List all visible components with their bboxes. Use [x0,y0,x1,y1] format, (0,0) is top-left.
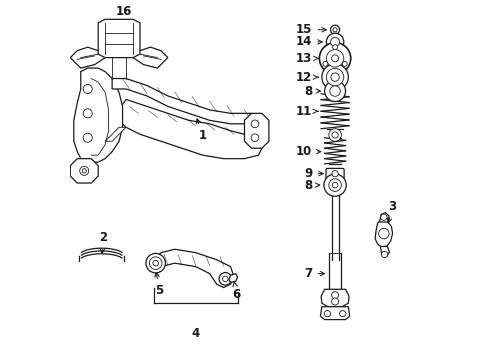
Text: 2: 2 [99,231,107,253]
Circle shape [330,73,339,81]
Circle shape [328,179,341,192]
Circle shape [153,260,158,266]
Circle shape [324,81,345,102]
Circle shape [83,85,92,94]
Polygon shape [105,127,126,141]
Polygon shape [320,307,349,320]
Polygon shape [374,220,392,247]
Text: 14: 14 [295,35,322,49]
Text: 6: 6 [232,282,241,301]
Text: 7: 7 [304,267,324,280]
Text: 16: 16 [116,5,132,28]
Circle shape [251,120,258,128]
Circle shape [329,86,340,96]
Text: 12: 12 [296,71,318,84]
Circle shape [323,174,346,196]
Circle shape [378,228,388,239]
Circle shape [328,129,341,141]
Text: 15: 15 [295,23,325,36]
Circle shape [332,45,337,50]
Circle shape [251,134,258,141]
Polygon shape [380,247,388,256]
Circle shape [83,109,92,118]
Circle shape [325,50,343,67]
Polygon shape [112,78,258,124]
Polygon shape [244,113,268,148]
Circle shape [380,214,386,220]
Circle shape [325,68,343,86]
Circle shape [222,276,228,282]
Circle shape [145,253,165,273]
Polygon shape [133,47,167,68]
Text: 8: 8 [304,85,320,98]
Polygon shape [321,289,348,307]
Circle shape [331,55,338,62]
Circle shape [325,33,343,51]
Polygon shape [70,159,98,183]
Circle shape [342,62,346,66]
FancyBboxPatch shape [325,168,344,180]
Text: 8: 8 [304,179,319,192]
Circle shape [322,62,327,66]
Circle shape [80,166,89,175]
Circle shape [330,25,339,34]
Circle shape [381,251,387,258]
Polygon shape [70,47,105,68]
Circle shape [319,42,350,74]
Text: 1: 1 [196,119,206,142]
Circle shape [149,257,162,269]
Circle shape [339,311,345,317]
Circle shape [331,298,338,305]
Circle shape [331,292,338,299]
Circle shape [332,28,337,32]
Polygon shape [154,249,234,288]
Circle shape [324,311,330,317]
Circle shape [330,37,339,46]
Polygon shape [74,68,122,162]
Polygon shape [119,99,262,159]
Text: 11: 11 [296,105,317,118]
Circle shape [83,133,92,142]
Text: 3: 3 [386,200,396,223]
Circle shape [321,64,347,90]
Polygon shape [98,19,140,58]
Circle shape [331,132,338,138]
Polygon shape [379,213,388,222]
Text: 13: 13 [296,52,318,65]
Polygon shape [228,274,237,282]
Circle shape [82,169,86,173]
Circle shape [332,182,337,188]
Text: 10: 10 [296,145,320,158]
Text: 9: 9 [304,167,323,180]
Text: 4: 4 [191,327,200,341]
Circle shape [219,273,231,285]
Text: 5: 5 [155,273,163,297]
Circle shape [331,171,338,177]
